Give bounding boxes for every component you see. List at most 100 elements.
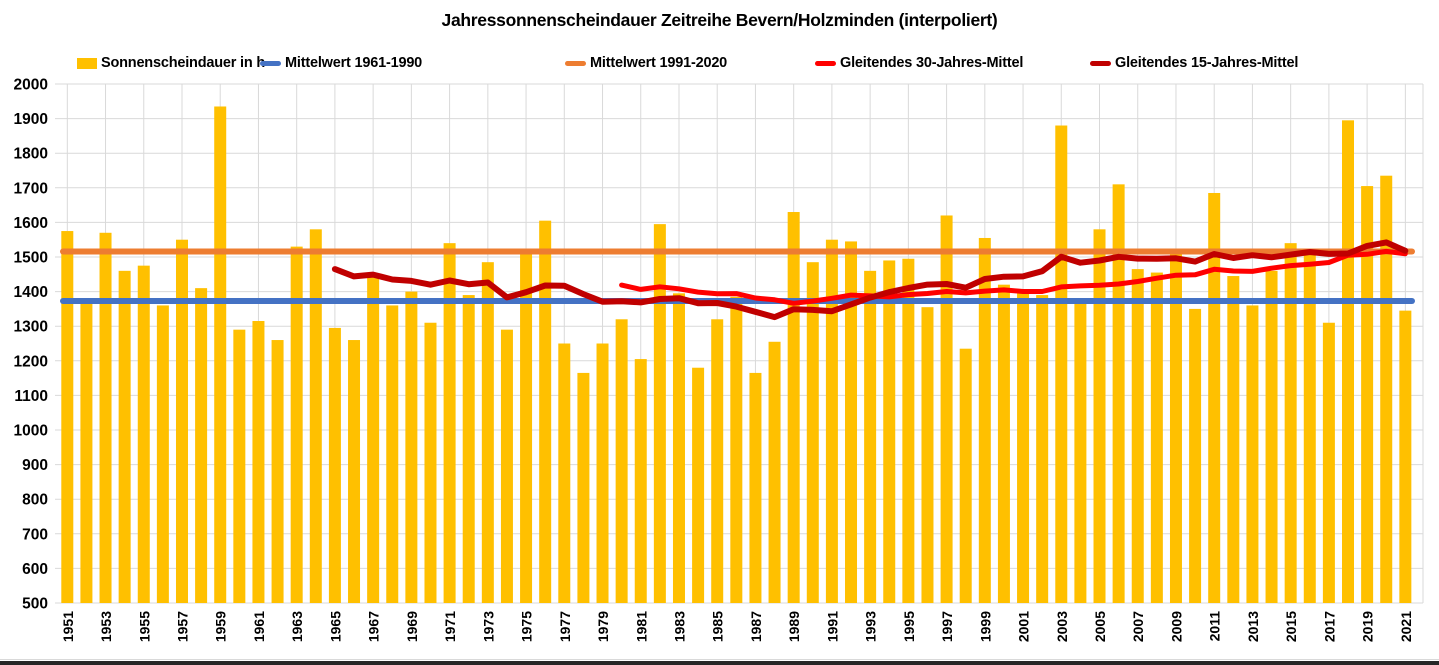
x-axis-tick-label: 2007 [1130, 611, 1146, 642]
bar-1994 [883, 260, 896, 603]
y-axis-tick-label: 1600 [14, 215, 48, 232]
bar-2015 [1284, 243, 1297, 603]
x-axis-tick-label: 1995 [901, 611, 917, 642]
y-axis-tick-label: 1000 [14, 423, 48, 440]
bar-2002 [1036, 295, 1049, 603]
x-axis-tick-label: 1955 [136, 611, 152, 642]
bar-1987 [749, 372, 762, 603]
x-axis-tick-label: 1989 [786, 611, 802, 642]
chart-title: Jahressonnenscheindauer Zeitreihe Bevern… [441, 10, 998, 30]
bar-2013 [1246, 305, 1259, 603]
x-axis-tick-label: 2001 [1016, 611, 1032, 642]
bar-1957 [175, 239, 188, 603]
bar-2016 [1303, 253, 1316, 604]
bar-2017 [1322, 322, 1335, 603]
x-axis-tick-label: 1961 [251, 611, 267, 642]
legend-line-swatch-icon [565, 60, 586, 66]
bar-2009 [1169, 253, 1182, 604]
bar-1970 [424, 322, 437, 603]
legend-label: Mittelwert 1961-1990 [285, 55, 423, 71]
bar-1982 [653, 224, 666, 603]
legend-item: Sonnenscheindauer in h [77, 52, 265, 74]
moving-average-line-15yr [331, 239, 1409, 321]
bar-2000 [997, 284, 1010, 603]
bar-2001 [1017, 291, 1030, 603]
y-axis-tick-label: 1500 [14, 250, 48, 267]
bar-1999 [978, 237, 991, 603]
bar-1991 [825, 239, 838, 603]
x-axis-tick-label: 1993 [863, 611, 879, 642]
bar-1990 [806, 262, 819, 603]
bar-2005 [1093, 229, 1106, 603]
bar-1979 [596, 343, 609, 603]
bar-1972 [462, 295, 475, 603]
bar-1978 [577, 372, 590, 603]
y-axis-tick-label: 600 [22, 561, 48, 578]
x-axis-tick-label: 1977 [557, 611, 573, 642]
bar-1951 [61, 231, 74, 604]
bar-1953 [99, 232, 112, 603]
bar-2008 [1150, 272, 1163, 603]
x-axis-tick-label: 1981 [633, 611, 649, 642]
legend-label: Mittelwert 1991-2020 [590, 55, 728, 71]
bar-2021 [1399, 310, 1412, 603]
x-axis-tick-label: 1975 [519, 611, 535, 642]
legend-line-swatch-icon [260, 60, 281, 66]
x-axis-tick-label: 2017 [1321, 611, 1337, 642]
legend-line-swatch-icon [815, 60, 836, 66]
bar-1984 [692, 367, 705, 603]
legend-item: Gleitendes 15-Jahres-Mittel [1090, 52, 1298, 74]
bar-1977 [558, 343, 571, 603]
bar-2011 [1208, 192, 1221, 604]
bar-1961 [252, 321, 265, 603]
bar-2007 [1131, 269, 1144, 603]
y-axis-tick-label: 800 [22, 492, 48, 509]
bar-1971 [443, 243, 456, 603]
bar-1956 [156, 305, 169, 603]
y-axis-tick-label: 2000 [14, 77, 48, 94]
legend-bar-swatch-icon [77, 57, 97, 69]
x-axis-tick-label: 1965 [327, 611, 343, 642]
x-axis-tick-label: 1971 [442, 611, 458, 642]
x-axis-tick-label: 2019 [1360, 611, 1376, 642]
legend-label: Sonnenscheindauer in h [101, 55, 265, 71]
y-axis-tick-label: 1400 [14, 284, 48, 301]
bar-1962 [271, 340, 284, 603]
bar-2014 [1265, 270, 1278, 603]
moving-average-line-30yr [619, 248, 1408, 306]
x-axis-tick-label: 1967 [366, 611, 382, 642]
bar-1968 [386, 305, 399, 603]
x-axis-tick-label: 2021 [1398, 611, 1414, 642]
x-axis-tick-label: 1969 [404, 611, 420, 642]
bar-1966 [348, 340, 361, 603]
bar-2020 [1380, 175, 1393, 603]
window-bottom-edge [0, 661, 1439, 665]
bar-1980 [615, 319, 628, 603]
legend-item: Mittelwert 1961-1990 [260, 52, 422, 74]
bar-1981 [634, 359, 647, 603]
bar-1985 [711, 319, 724, 603]
bar-2004 [1074, 300, 1087, 603]
bar-1973 [481, 262, 494, 603]
bar-1995 [902, 258, 915, 603]
bar-1960 [233, 329, 246, 603]
bar-1992 [845, 241, 858, 603]
bar-1955 [137, 265, 150, 603]
bar-1958 [195, 288, 208, 603]
x-axis-tick-label: 2015 [1283, 611, 1299, 642]
x-axis-tick-label: 2003 [1054, 611, 1070, 642]
x-axis-tick-label: 1951 [60, 611, 76, 642]
y-axis-tick-label: 700 [22, 526, 48, 543]
bar-2018 [1342, 120, 1355, 603]
x-axis-tick-label: 1997 [939, 611, 955, 642]
x-axis-tick-label: 2013 [1245, 611, 1261, 642]
bar-1996 [921, 307, 934, 603]
y-axis-tick-label: 1900 [14, 111, 48, 128]
bar-2006 [1112, 184, 1125, 603]
x-axis-tick-label: 2005 [1092, 611, 1108, 642]
chart-legend: Sonnenscheindauer in h Mittelwert 1961-19… [0, 52, 1439, 74]
x-axis-tick-label: 2009 [1168, 611, 1184, 642]
bar-1969 [405, 291, 418, 603]
bar-2003 [1055, 125, 1068, 604]
